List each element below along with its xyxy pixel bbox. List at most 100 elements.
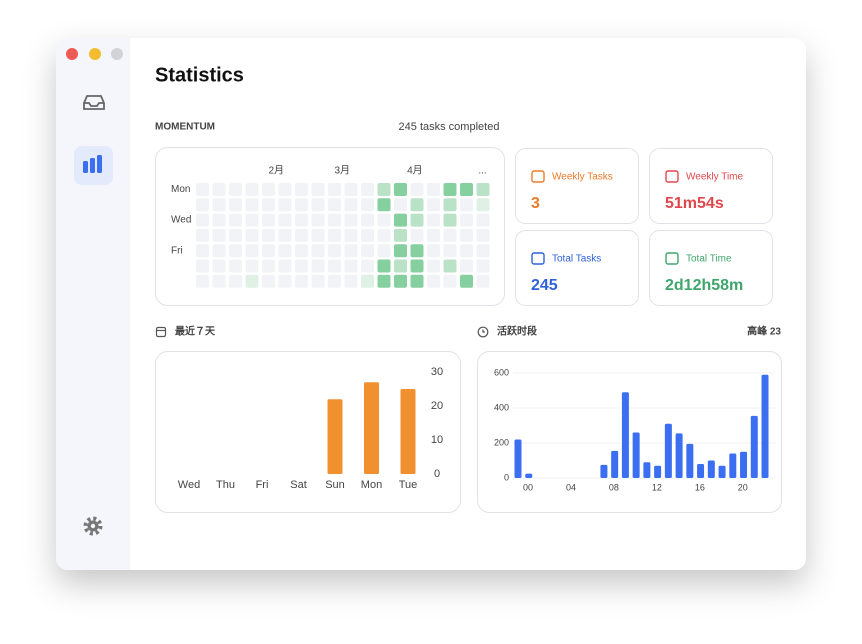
bar	[611, 450, 619, 478]
heatmap-cell	[460, 228, 473, 242]
heatmap-cell	[410, 198, 424, 212]
heatmap-cell	[311, 244, 325, 258]
bar	[525, 473, 533, 478]
bar	[729, 453, 737, 478]
stat-card	[515, 230, 639, 306]
heatmap-cell	[278, 274, 292, 288]
heatmap-cell	[394, 213, 407, 227]
bar	[643, 462, 651, 478]
heatmap-cell	[328, 228, 341, 242]
month-label: 3月	[334, 165, 350, 177]
heatmap-cell	[394, 198, 407, 212]
weekday-label: Wed	[171, 215, 191, 226]
bar	[621, 392, 629, 478]
zoom-button[interactable]	[111, 48, 123, 60]
heatmap-cell	[278, 244, 292, 258]
heatmap-cell	[344, 183, 358, 196]
heatmap-cell	[196, 259, 209, 273]
heatmap-cell	[460, 183, 473, 196]
heatmap-cell	[262, 183, 275, 196]
heatmap-cell	[443, 274, 457, 288]
x-tick-label: Sun	[325, 479, 345, 491]
x-tick-label: 04	[566, 482, 576, 492]
heatmap-cell	[394, 183, 407, 196]
heatmap-cell	[427, 274, 440, 288]
heatmap-cell	[262, 213, 275, 227]
inbox-icon[interactable]	[83, 95, 105, 110]
heatmap-cell	[311, 183, 325, 196]
heatmap-cell	[278, 213, 292, 227]
heatmap-cell	[377, 213, 391, 227]
bar	[675, 433, 683, 478]
card-value: 2d12h58m	[665, 277, 743, 294]
heatmap-cell	[377, 274, 391, 288]
heatmap-cell	[476, 213, 490, 227]
heatmap-cell	[443, 228, 457, 242]
bar	[400, 389, 416, 474]
heatmap-cell	[476, 228, 490, 242]
heatmap-cell	[361, 244, 374, 258]
card-icon	[665, 170, 679, 183]
heatmap-cell	[229, 213, 242, 227]
heatmap-cell	[196, 228, 209, 242]
heatmap-cell	[377, 259, 391, 273]
heatmap-cell	[410, 244, 424, 258]
heatmap-cell	[427, 183, 440, 196]
x-tick-label: Thu	[216, 479, 235, 491]
bar	[664, 423, 672, 478]
heatmap-cell	[229, 274, 242, 288]
bar	[718, 465, 726, 478]
heatmap-cell	[328, 274, 341, 288]
card-icon	[531, 170, 545, 183]
page-title: Statistics	[155, 64, 244, 86]
minimize-button[interactable]	[89, 48, 101, 60]
heatmap-cell	[377, 228, 391, 242]
heatmap-cell	[262, 228, 275, 242]
heatmap-cell	[245, 259, 259, 273]
heatmap-cell	[377, 183, 391, 196]
bar	[364, 382, 379, 474]
heatmap-cell	[245, 228, 259, 242]
y-tick-label: 0	[504, 472, 509, 482]
bar	[750, 415, 758, 478]
heatmap-cell	[427, 198, 440, 212]
heatmap-cell	[229, 198, 242, 212]
heatmap-cell	[361, 198, 374, 212]
heatmap-cell	[278, 198, 292, 212]
settings-icon[interactable]	[83, 516, 103, 536]
heatmap-cell	[427, 244, 440, 258]
heatmap-cell	[212, 274, 226, 288]
card-label: Weekly Tasks	[552, 172, 613, 183]
chart-panel	[155, 351, 461, 513]
bar	[327, 399, 343, 474]
heatmap-cell	[361, 213, 374, 227]
heatmap-cell	[361, 183, 374, 196]
y-tick-label: 600	[494, 367, 509, 377]
x-tick-label: Fri	[256, 479, 269, 491]
close-button[interactable]	[66, 48, 78, 60]
heatmap-cell	[394, 274, 407, 288]
heatmap-cell	[328, 259, 341, 273]
heatmap-cell	[361, 259, 374, 273]
heatmap-cell	[245, 244, 259, 258]
heatmap-cell	[427, 228, 440, 242]
heatmap-cell	[410, 228, 424, 242]
x-tick-label: 20	[738, 482, 748, 492]
bar	[654, 465, 662, 478]
y-tick-label: 400	[494, 402, 509, 412]
heatmap-cell	[476, 259, 490, 273]
heatmap-cell	[262, 259, 275, 273]
heatmap-cell	[212, 244, 226, 258]
heatmap-cell	[344, 244, 358, 258]
bar	[600, 464, 608, 478]
heatmap-cell	[278, 228, 292, 242]
bar	[707, 460, 715, 478]
heatmap-cell	[443, 183, 457, 196]
heatmap-cell	[212, 228, 226, 242]
heatmap-cell	[196, 198, 209, 212]
y-tick-label: 0	[434, 468, 440, 480]
heatmap-cell	[262, 244, 275, 258]
heatmap-cell	[196, 244, 209, 258]
heatmap-cell	[443, 198, 457, 212]
